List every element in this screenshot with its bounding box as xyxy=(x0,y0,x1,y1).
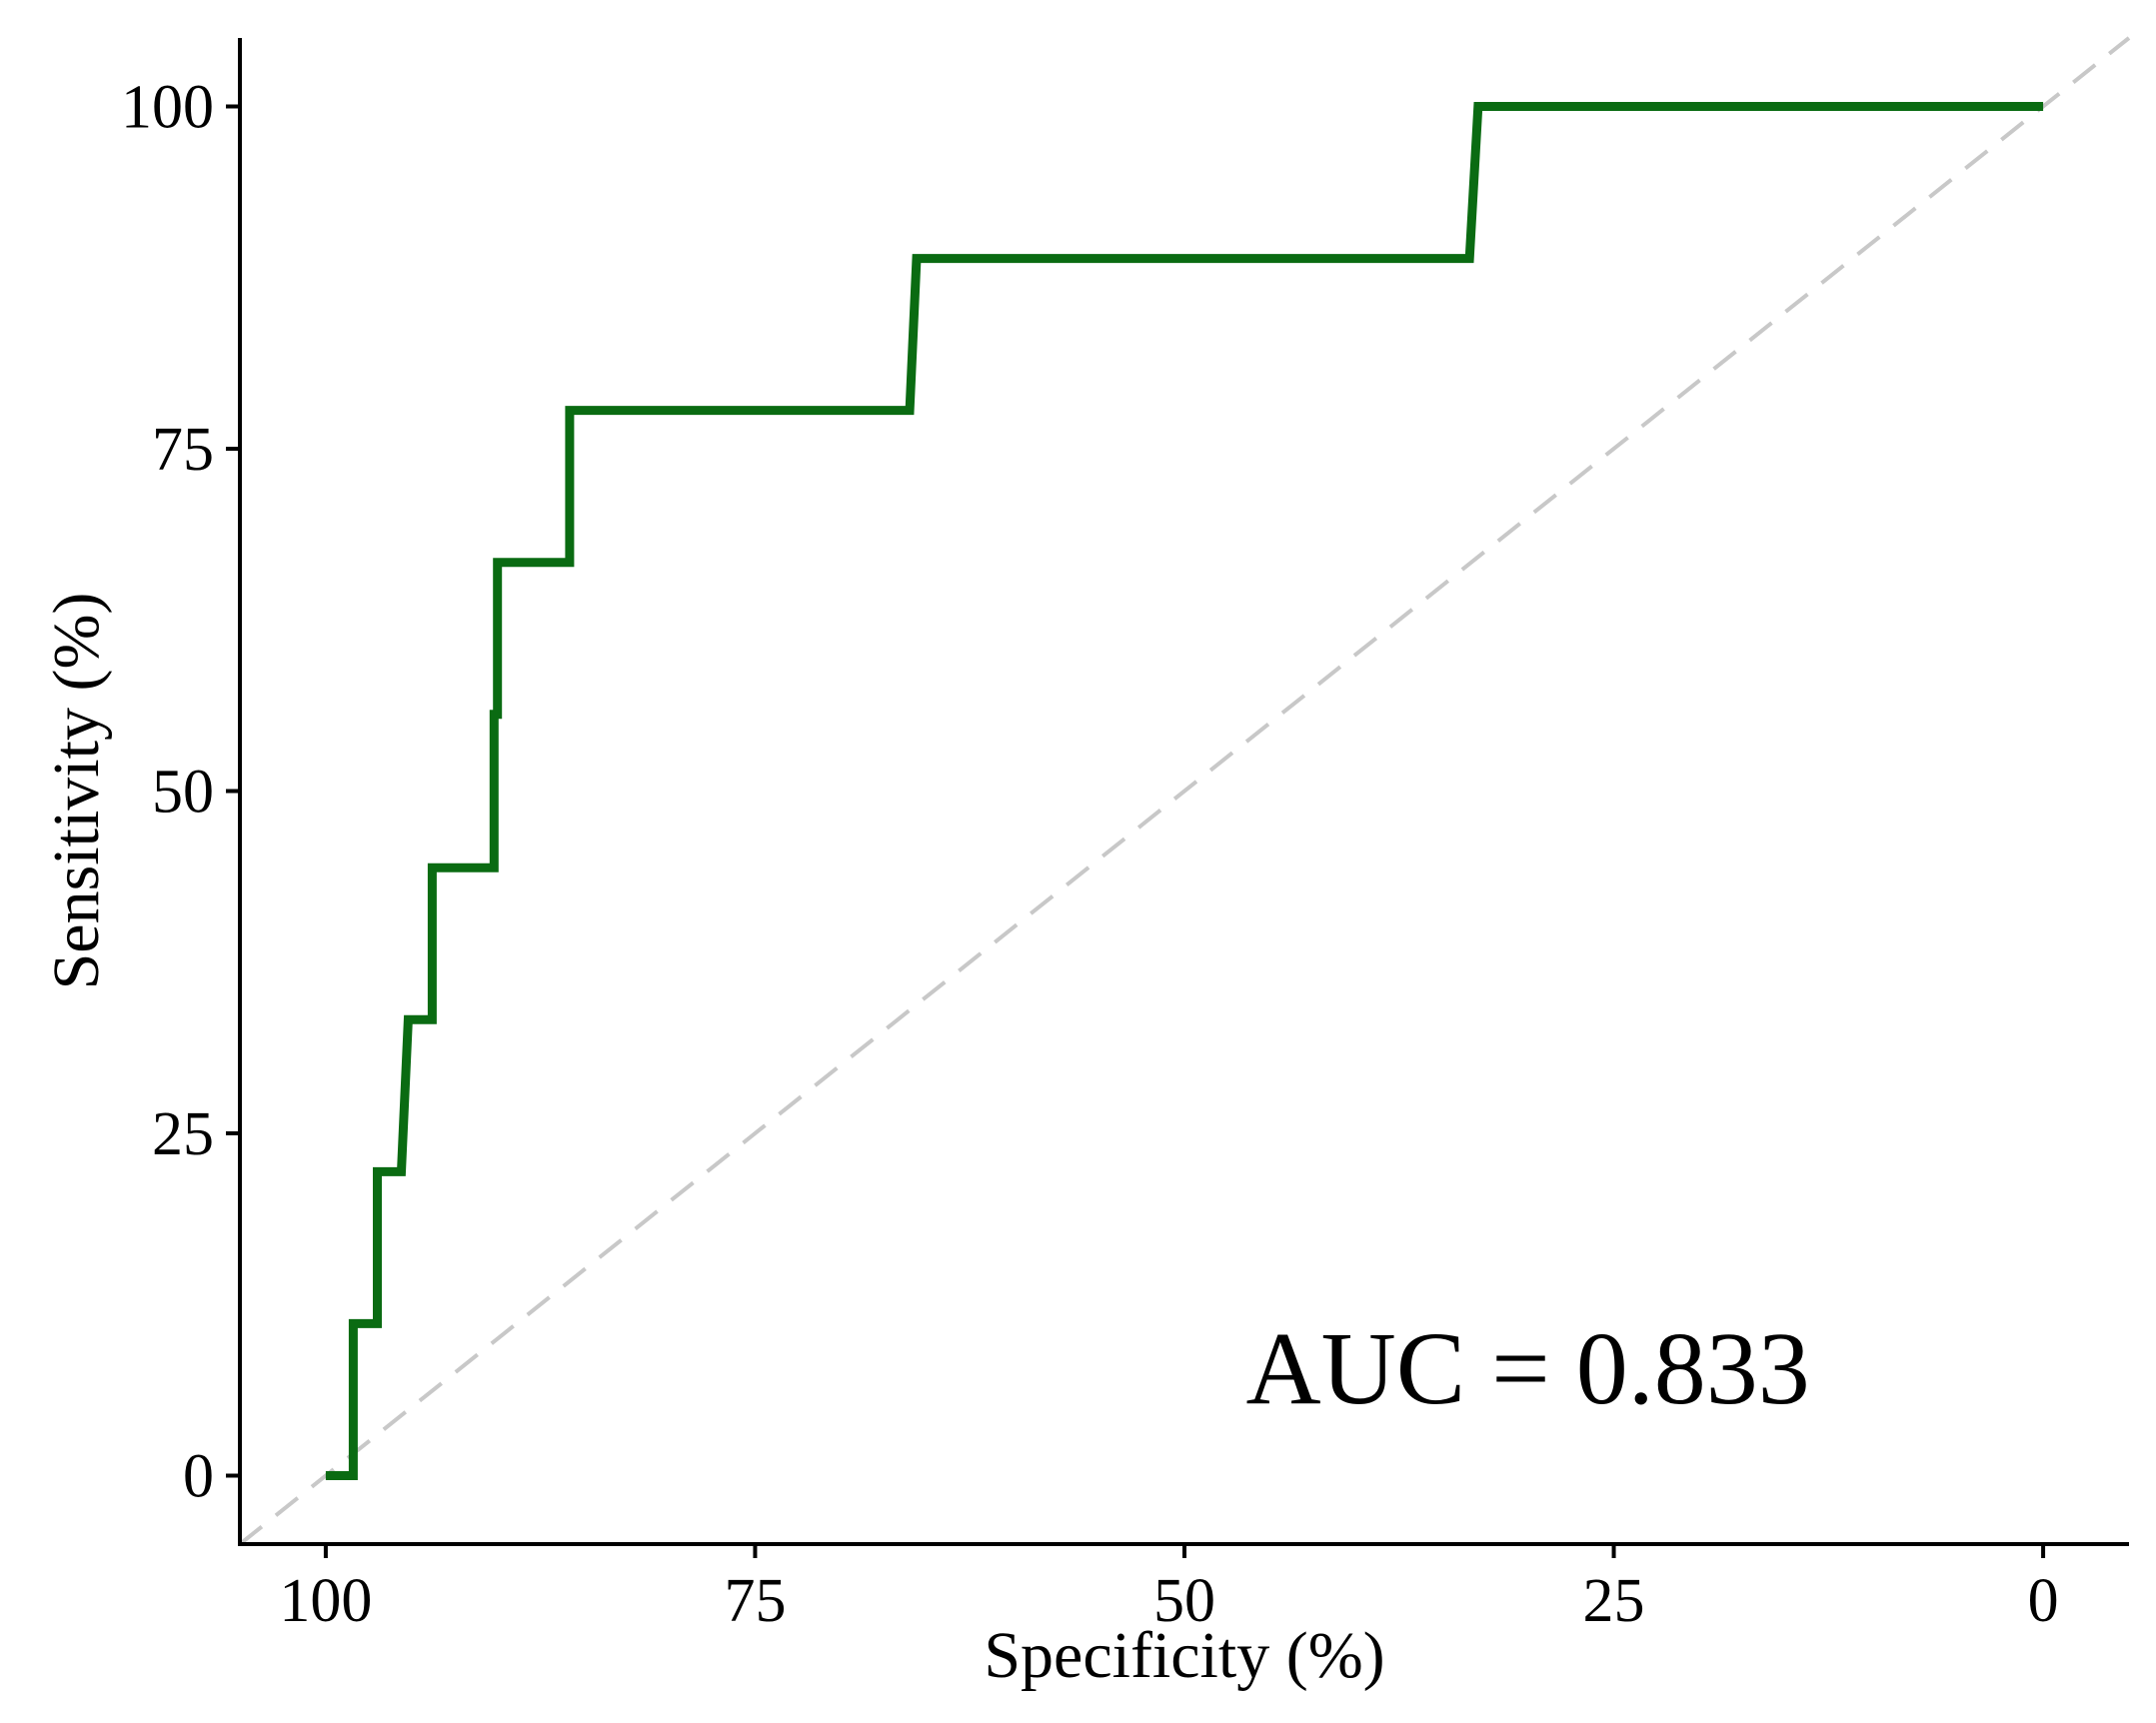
y-tick-label-75: 75 xyxy=(152,416,214,484)
y-tick-label-25: 25 xyxy=(152,1100,214,1168)
roc-curve-line-0 xyxy=(325,102,2044,1480)
x-tick-label-0: 0 xyxy=(2028,1567,2059,1635)
x-ticks: 100 75 50 25 0 xyxy=(279,1544,2059,1635)
x-tick-label-25: 25 xyxy=(1583,1567,1645,1635)
y-tick-label-0: 0 xyxy=(183,1443,214,1511)
reference-diagonal-line xyxy=(238,36,2131,1546)
y-tick-label-50: 50 xyxy=(152,759,214,827)
y-ticks: 0 25 50 75 100 xyxy=(121,74,240,1511)
x-tick-label-100: 100 xyxy=(279,1567,372,1635)
y-axis-title: Sensitivity (%) xyxy=(40,593,113,990)
x-axis-title: Specificity (%) xyxy=(984,1619,1384,1692)
curve-layer xyxy=(325,102,2044,1480)
reference-layer xyxy=(238,36,2131,1546)
x-tick-label-50: 50 xyxy=(1153,1567,1215,1635)
auc-annotation: AUC = 0.833 xyxy=(1246,1311,1810,1426)
x-tick-label-75: 75 xyxy=(724,1567,786,1635)
y-tick-label-100: 100 xyxy=(121,74,214,142)
